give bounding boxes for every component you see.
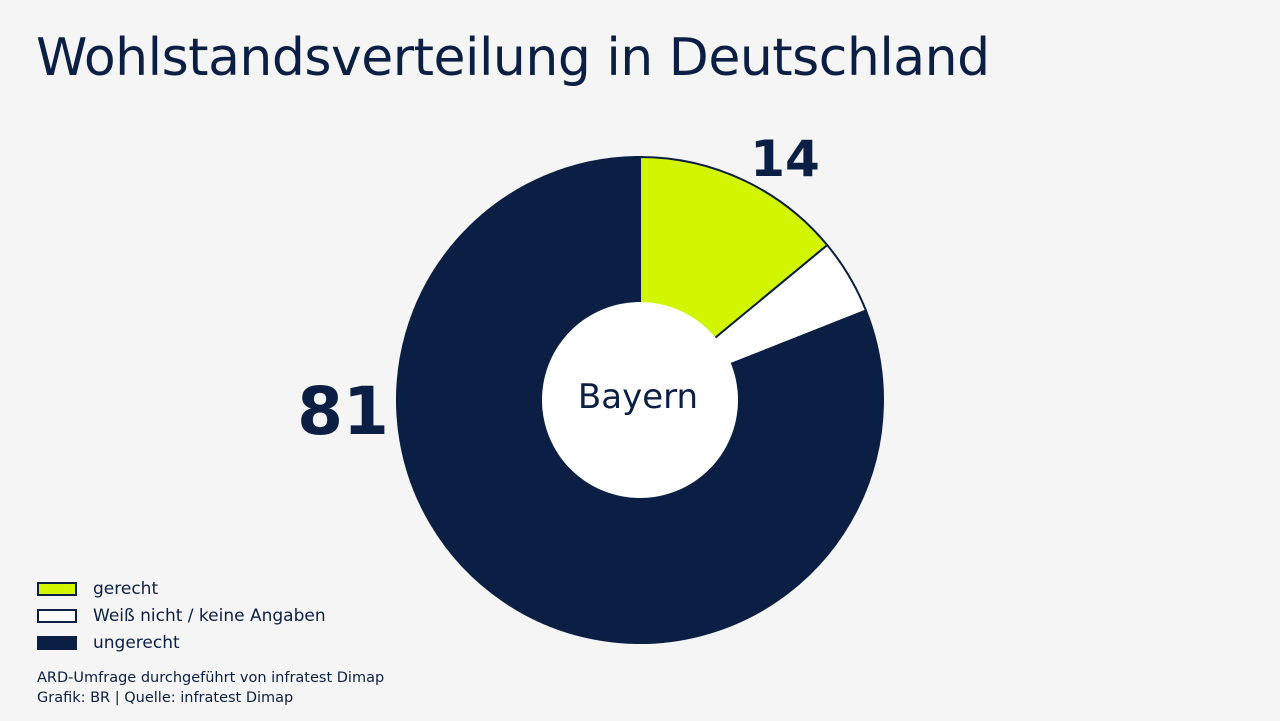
legend-swatch <box>37 635 77 650</box>
legend-label: Weiß nicht / keine Angaben <box>93 605 326 626</box>
legend-label: ungerecht <box>93 632 180 653</box>
footer-credit-line: Grafik: BR | Quelle: infratest Dimap <box>37 690 294 706</box>
legend-item-weiss-nicht: Weiß nicht / keine Angaben <box>37 602 326 629</box>
legend: gerecht Weiß nicht / keine Angaben unger… <box>37 575 326 656</box>
footer-source-line: ARD-Umfrage durchgeführt von infratest D… <box>37 670 385 686</box>
legend-item-gerecht: gerecht <box>37 575 326 602</box>
legend-swatch <box>37 608 77 623</box>
center-label: Bayern <box>578 377 698 417</box>
donut-hole <box>542 302 738 498</box>
footer: ARD-Umfrage durchgeführt von infratest D… <box>37 668 384 708</box>
legend-swatch <box>37 581 77 596</box>
slice-ungerecht <box>396 155 884 644</box>
chart-title: Wohlstandsverteilung in Deutschland <box>36 28 990 88</box>
legend-label: gerecht <box>93 578 159 599</box>
legend-item-ungerecht: ungerecht <box>37 629 326 656</box>
data-label-ungerecht: 81 <box>297 373 389 450</box>
data-label-gerecht: 14 <box>750 130 820 188</box>
